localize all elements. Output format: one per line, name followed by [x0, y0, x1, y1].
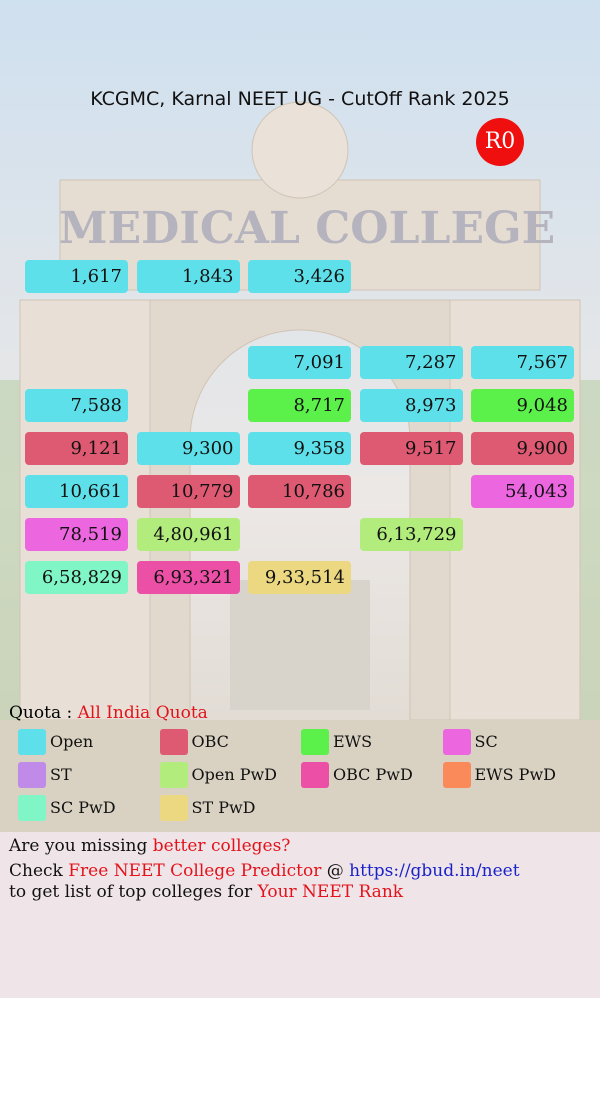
text: to get list of top colleges for	[9, 882, 253, 902]
rank-cell: 7,588	[25, 389, 128, 422]
rank-cell: 9,121	[25, 432, 128, 465]
rank-cell: 7,287	[359, 346, 463, 379]
legend-swatch	[159, 762, 188, 788]
rank-cell: 8,973	[359, 389, 463, 422]
legend-label: ST PwD	[191, 798, 256, 817]
rank-cell: 78,519	[25, 518, 128, 551]
rank-cell: 7,567	[471, 346, 574, 379]
footer-panel	[0, 832, 600, 998]
rank-cell: 54,043	[471, 475, 574, 508]
legend-label: SC	[474, 732, 498, 751]
link[interactable]: Free NEET College Predictor	[68, 861, 322, 881]
legend-swatch	[442, 729, 471, 755]
rank-cell: 9,517	[359, 432, 463, 465]
legend-swatch	[18, 762, 46, 788]
text: Are you missing	[9, 836, 148, 856]
round-badge: R0	[476, 118, 524, 166]
footer-line: Check Free NEET College Predictor @ http…	[9, 861, 520, 881]
rank-cell: 6,13,729	[359, 518, 463, 551]
rank-cell: 7,091	[248, 346, 351, 379]
title: KCGMC, Karnal NEET UG - CutOff Rank 2025	[90, 88, 510, 110]
rank-cell: 9,358	[248, 432, 351, 465]
legend-label: Open PwD	[191, 765, 278, 784]
rank-cell: 10,779	[136, 475, 240, 508]
rank-cell: 1,843	[136, 260, 240, 293]
rank-cell: 6,93,321	[136, 561, 240, 594]
legend-swatch	[159, 795, 188, 821]
rank-cell: 8,717	[248, 389, 351, 422]
quota-label: Quota :	[9, 703, 73, 723]
highlight: better colleges?	[152, 836, 291, 856]
legend-label: SC PwD	[50, 798, 116, 817]
highlight: Your NEET Rank	[257, 882, 404, 902]
quota-value: All India Quota	[77, 703, 208, 723]
footer-line: to get list of top colleges for Your NEE…	[9, 882, 403, 902]
rank-cell: 10,661	[25, 475, 128, 508]
rank-cell: 9,300	[136, 432, 240, 465]
legend-label: EWS PwD	[474, 765, 556, 784]
rank-cell: 10,786	[248, 475, 351, 508]
rank-cell: 1,617	[25, 260, 128, 293]
text: @	[326, 861, 344, 881]
legend-label: ST	[50, 765, 72, 784]
rank-cell: 9,900	[471, 432, 574, 465]
legend-label: Open	[50, 732, 94, 751]
legend-swatch	[159, 729, 188, 755]
legend-label: OBC	[191, 732, 229, 751]
sign: MEDICAL COLLEGE	[59, 203, 555, 254]
rank-cell: 9,048	[471, 389, 574, 422]
rank-cell: 4,80,961	[136, 518, 240, 551]
rank-cell: 9,33,514	[248, 561, 351, 594]
footer-line: Are you missing better colleges?	[9, 836, 290, 856]
text: Check	[9, 861, 63, 881]
legend-swatch	[442, 762, 471, 788]
link[interactable]: https://gbud.in/neet	[349, 861, 520, 881]
legend-swatch	[18, 795, 46, 821]
rank-cell: 6,58,829	[25, 561, 128, 594]
legend-label: EWS	[333, 732, 373, 751]
legend-swatch	[301, 729, 329, 755]
legend-swatch	[301, 762, 329, 788]
legend-swatch	[18, 729, 46, 755]
quota: Quota : All India Quota	[9, 703, 208, 723]
legend-label: OBC PwD	[333, 765, 413, 784]
rank-cell: 3,426	[248, 260, 351, 293]
